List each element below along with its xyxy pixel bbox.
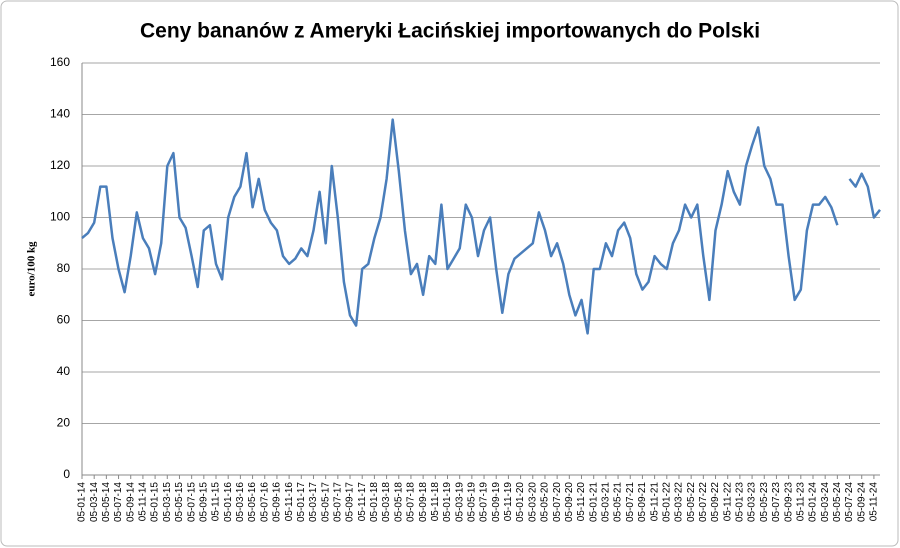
x-tick-label: 05-09-17 bbox=[345, 482, 356, 522]
x-tick-label: 05-09-18 bbox=[418, 482, 429, 522]
x-tick-label: 05-09-14 bbox=[125, 482, 136, 522]
x-tick-label: 05-03-17 bbox=[308, 482, 319, 522]
x-tick-label: 05-11-14 bbox=[138, 482, 149, 522]
x-tick-label: 05-03-15 bbox=[162, 482, 173, 522]
x-tick-label: 05-07-15 bbox=[186, 482, 197, 522]
x-tick-label: 05-07-23 bbox=[771, 482, 782, 522]
y-tick-label: 20 bbox=[57, 416, 71, 430]
x-tick-label: 05-11-24 bbox=[869, 482, 880, 522]
x-tick-label: 05-11-17 bbox=[357, 482, 368, 522]
y-tick-label: 160 bbox=[50, 55, 70, 69]
x-tick-label: 05-01-18 bbox=[369, 482, 380, 522]
x-tick-label: 05-03-24 bbox=[820, 482, 831, 522]
x-tick-label: 05-09-16 bbox=[272, 482, 283, 522]
y-tick-label: 100 bbox=[50, 210, 70, 224]
x-tick-label: 05-03-23 bbox=[747, 482, 758, 522]
x-tick-label: 05-09-21 bbox=[637, 482, 648, 522]
y-tick-label: 120 bbox=[50, 158, 70, 172]
x-tick-label: 05-09-20 bbox=[564, 482, 575, 522]
x-tick-label: 05-05-17 bbox=[320, 482, 331, 522]
x-tick-label: 05-07-22 bbox=[698, 482, 709, 522]
x-tick-label: 05-07-21 bbox=[625, 482, 636, 522]
y-tick-label: 60 bbox=[57, 313, 71, 327]
data-line bbox=[81, 118, 881, 335]
y-axis-label: euro/100 kg bbox=[26, 241, 38, 297]
x-tick-label: 05-09-19 bbox=[491, 482, 502, 522]
x-tick-label: 05-03-16 bbox=[235, 482, 246, 522]
x-tick-label: 05-01-22 bbox=[661, 482, 672, 522]
x-tick-label: 05-01-14 bbox=[77, 482, 88, 522]
x-tick-label: 05-11-21 bbox=[649, 482, 660, 522]
x-tick-label: 05-01-24 bbox=[808, 482, 819, 522]
x-tick-label: 05-05-22 bbox=[686, 482, 697, 522]
x-tick-label: 05-03-20 bbox=[527, 482, 538, 522]
x-tick-label: 05-11-22 bbox=[722, 482, 733, 522]
x-tick-label: 05-11-19 bbox=[503, 482, 514, 522]
x-tick-label: 05-05-21 bbox=[613, 482, 624, 522]
x-tick-label: 05-11-23 bbox=[795, 482, 806, 522]
x-tick-label: 05-05-19 bbox=[467, 482, 478, 522]
chart-title: Ceny bananów z Ameryki Łacińskiej import… bbox=[140, 20, 760, 43]
x-tick-label: 05-11-16 bbox=[284, 482, 295, 522]
y-tick-label: 80 bbox=[57, 261, 71, 275]
x-tick-label: 05-09-22 bbox=[710, 482, 721, 522]
x-tick-label: 05-05-20 bbox=[540, 482, 551, 522]
x-tick-label: 05-09-24 bbox=[856, 482, 867, 522]
x-tick-label: 05-09-23 bbox=[783, 482, 794, 522]
y-tick-label: 140 bbox=[50, 107, 70, 121]
x-tick-label: 05-01-17 bbox=[296, 482, 307, 522]
x-tick-label: 05-07-20 bbox=[552, 482, 563, 522]
x-tick-label: 05-05-18 bbox=[393, 482, 404, 522]
x-tick-label: 05-05-15 bbox=[174, 482, 185, 522]
x-tick-label: 05-11-18 bbox=[430, 482, 441, 522]
x-tick-label: 05-05-16 bbox=[247, 482, 258, 522]
x-tick-label: 05-01-16 bbox=[223, 482, 234, 522]
x-tick-label: 05-07-14 bbox=[113, 482, 124, 522]
x-tick-label: 05-01-19 bbox=[442, 482, 453, 522]
x-tick-label: 05-03-18 bbox=[381, 482, 392, 522]
x-tick-label: 05-11-15 bbox=[211, 482, 222, 522]
x-tick-label: 05-03-22 bbox=[674, 482, 685, 522]
x-tick-label: 05-07-24 bbox=[844, 482, 855, 522]
x-tick-label: 05-09-15 bbox=[198, 482, 209, 522]
y-tick-label: 0 bbox=[63, 467, 70, 481]
x-tick-label: 05-03-14 bbox=[89, 482, 100, 522]
x-tick-label: 05-03-21 bbox=[601, 482, 612, 522]
x-tick-label: 05-01-15 bbox=[150, 482, 161, 522]
x-tick-label: 05-01-20 bbox=[515, 482, 526, 522]
x-tick-label: 05-07-17 bbox=[332, 482, 343, 522]
x-tick-label: 05-11-20 bbox=[576, 482, 587, 522]
x-tick-label: 05-07-16 bbox=[259, 482, 270, 522]
x-tick-label: 05-01-23 bbox=[735, 482, 746, 522]
x-tick-label: 05-07-18 bbox=[406, 482, 417, 522]
x-tick-label: 05-01-21 bbox=[588, 482, 599, 522]
y-tick-label: 40 bbox=[57, 364, 71, 378]
x-tick-label: 05-07-19 bbox=[479, 482, 490, 522]
x-tick-label: 05-05-23 bbox=[759, 482, 770, 522]
x-tick-label: 05-05-14 bbox=[101, 482, 112, 522]
x-tick-label: 05-03-19 bbox=[454, 482, 465, 522]
x-tick-label: 05-05-24 bbox=[832, 482, 843, 522]
